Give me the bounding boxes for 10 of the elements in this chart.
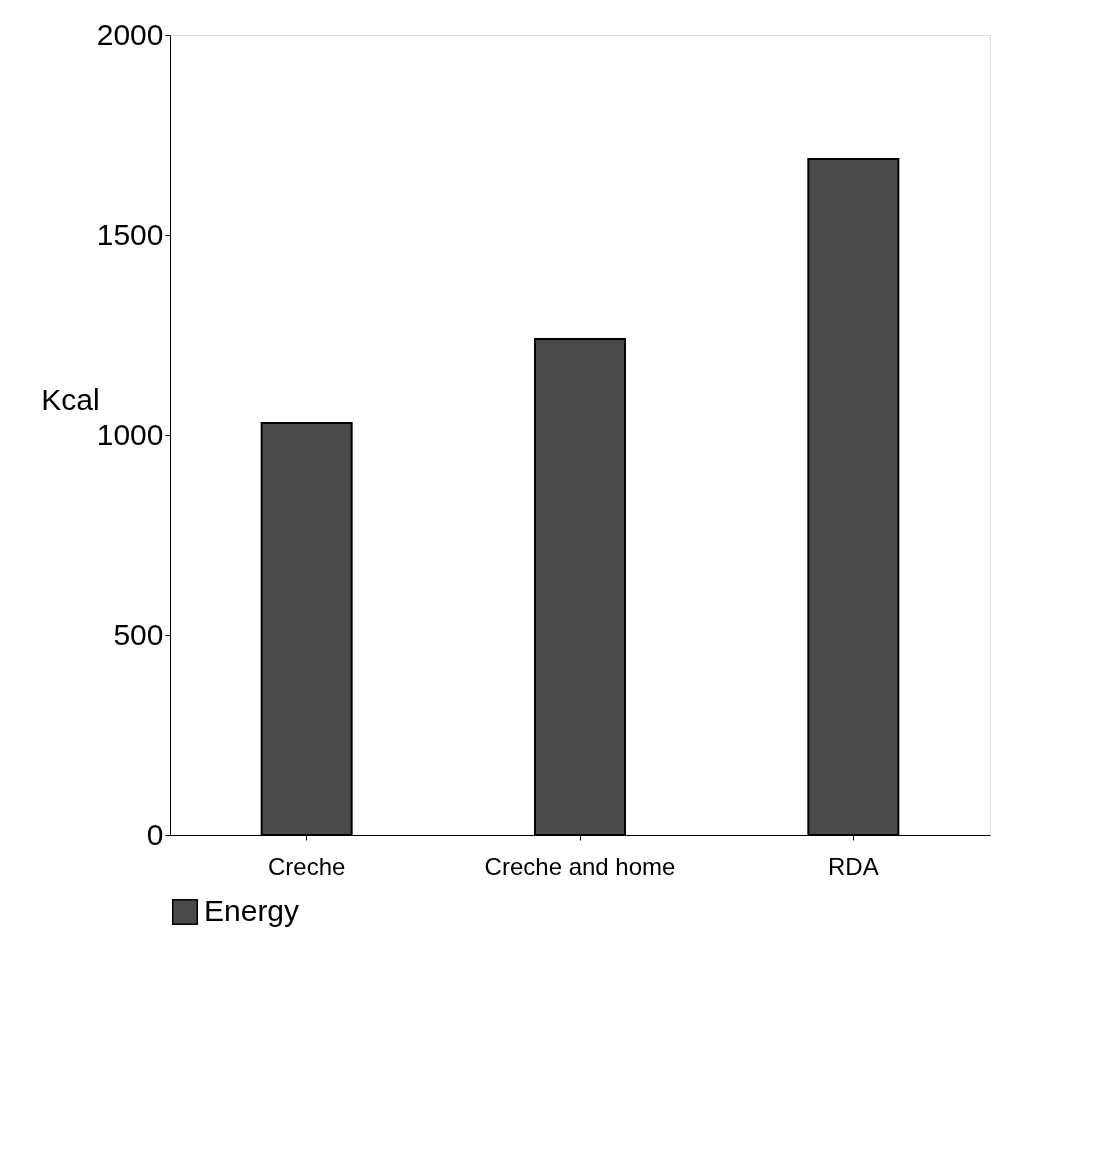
y-axis-title: Kcal	[41, 382, 100, 416]
legend-label: Energy	[204, 894, 300, 927]
x-tick-label: RDA	[828, 852, 879, 880]
x-tick-label: Creche	[267, 852, 346, 880]
y-tick-label: 1500	[96, 217, 164, 251]
y-tick-label: 500	[113, 617, 164, 651]
x-tick-label: Creche and home	[484, 852, 676, 880]
y-tick-label: 1000	[96, 417, 164, 451]
y-tick-label: 0	[146, 817, 164, 851]
y-tick-label: 2000	[96, 17, 164, 51]
